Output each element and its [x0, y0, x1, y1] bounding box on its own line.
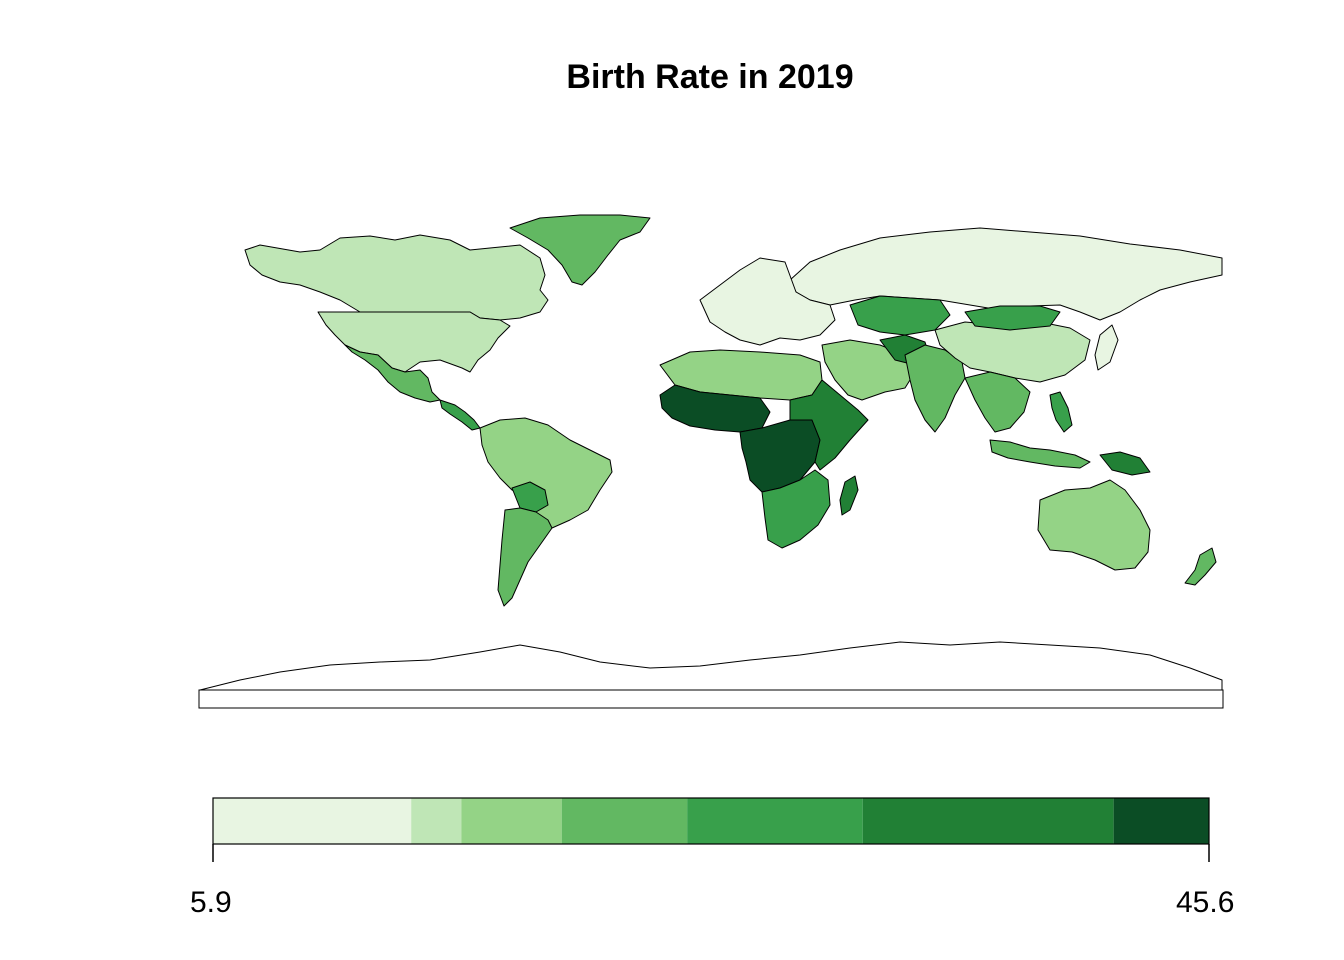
region-papua-new-guinea	[1099, 451, 1151, 476]
region-greenland	[509, 214, 651, 286]
region-japan	[1094, 324, 1119, 371]
region-central-america	[439, 399, 481, 431]
legend-max-label: 45.6	[1176, 886, 1235, 919]
legend-swatch	[687, 798, 863, 844]
legend-swatch	[862, 798, 1114, 844]
map-bottom-frame	[198, 689, 1224, 709]
legend-frame	[212, 797, 1210, 845]
region-philippines	[1049, 391, 1073, 433]
legend-colorbar	[213, 798, 1209, 844]
region-europe	[699, 257, 836, 346]
region-mongolia	[964, 305, 1061, 331]
region-australia	[1037, 479, 1151, 571]
legend-swatch	[561, 798, 688, 844]
region-new-zealand	[1184, 547, 1217, 586]
region-argentina	[497, 507, 553, 607]
legend-swatch	[1113, 798, 1209, 844]
region-india	[904, 344, 966, 433]
map-title: Birth Rate in 2019	[566, 58, 854, 96]
region-south-america	[479, 417, 613, 529]
region-indonesia	[989, 439, 1091, 469]
legend-swatch	[213, 798, 412, 844]
region-southeast-asia	[964, 371, 1031, 433]
region-madagascar	[839, 475, 859, 516]
legend-swatch	[411, 798, 462, 844]
region-united-states	[317, 311, 511, 373]
region-east-africa	[789, 379, 869, 471]
region-kazakhstan	[849, 295, 951, 336]
region-antarctica	[199, 641, 1223, 691]
legend-min-label: 5.9	[190, 886, 232, 919]
legend-swatch	[461, 798, 562, 844]
region-southern-africa	[761, 469, 831, 549]
region-canada	[244, 234, 549, 321]
